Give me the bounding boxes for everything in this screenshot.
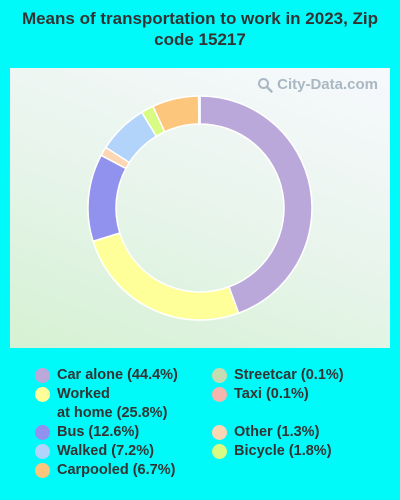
slice-car-alone [199,95,313,315]
legend-swatch [35,444,50,459]
legend-label: Car alone (44.4%) [57,367,178,383]
magnifier-icon [258,77,273,93]
legend-label: Other (1.3%) [234,424,320,440]
legend-label: Bus (12.6%) [57,424,140,440]
legend-item-carpooled: Carpooled (6.7%) [35,461,175,480]
legend-item-taxi: Taxi (0.1%) [212,385,309,404]
legend-swatch [35,368,50,383]
chart-title: Means of transportation to work in 2023,… [21,9,379,49]
slice-taxi [198,95,201,125]
legend-item-worked-at-home: Worked at home (25.8%) [35,385,167,423]
legend-label: Worked at home (25.8%) [57,386,168,421]
donut-slices [87,95,313,321]
slice-worked-at-home [92,232,240,321]
legend-label: Bicycle (1.8%) [234,443,332,459]
legend-swatch [35,425,50,440]
legend-item-bicycle: Bicycle (1.8%) [212,442,332,461]
legend-item-bus: Bus (12.6%) [35,423,139,442]
legend-swatch [35,387,50,402]
legend-swatch [35,463,50,478]
legend-swatch [212,368,227,383]
watermark: City-Data.com [257,76,378,93]
chart-legend: Car alone (44.4%) Streetcar (0.1%) Worked … [0,366,400,486]
legend-item-car-alone: Car alone (44.4%) [35,366,178,385]
legend-label: Carpooled (6.7%) [57,462,176,478]
watermark-text: City-Data.com [277,76,378,93]
legend-swatch [212,387,227,402]
legend-label: Walked (7.2%) [57,443,154,459]
legend-item-streetcar: Streetcar (0.1%) [212,366,344,385]
legend-item-other: Other (1.3%) [212,423,319,442]
legend-label: Taxi (0.1%) [234,386,309,402]
legend-swatch [212,444,227,459]
legend-item-walked: Walked (7.2%) [35,442,154,461]
legend-label: Streetcar (0.1%) [234,367,344,383]
slice-bus [87,154,127,243]
legend-swatch [212,425,227,440]
